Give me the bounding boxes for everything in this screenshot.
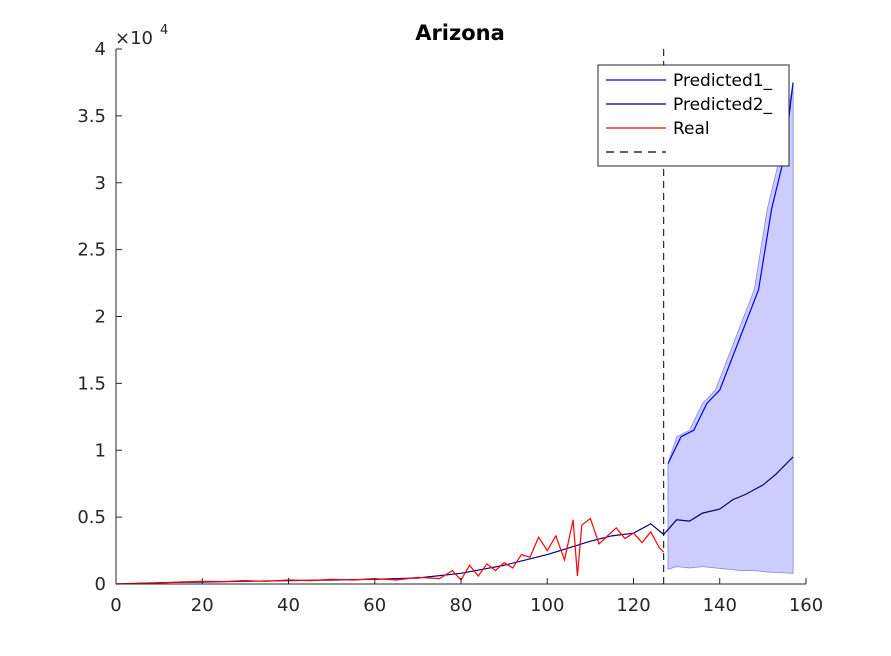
legend-label: Real — [673, 119, 710, 139]
y-exponent-base: ×10 — [115, 28, 153, 49]
series-line-real — [115, 517, 665, 585]
legend-label: Predicted1_ — [673, 71, 773, 91]
y-tick-label: 1.5 — [77, 373, 106, 394]
x-tick-label: 20 — [191, 595, 214, 616]
x-tick-label: 80 — [450, 595, 473, 616]
legend-box — [597, 64, 790, 167]
y-exponent-power: 4 — [160, 23, 168, 38]
y-tick-label: 2.5 — [77, 240, 106, 261]
x-tick-label: 140 — [703, 595, 737, 616]
y-tick-label: 1 — [95, 440, 106, 461]
y-tick-label: 0 — [95, 574, 106, 595]
plot-area: 0 20 40 60 80 100 120 140 160 0 0.5 1 1.5 2 2.5 3 3.5 4 — [77, 39, 823, 616]
x-tick-label: 40 — [277, 595, 300, 616]
x-tick-label: 160 — [789, 595, 823, 616]
y-exponent: ×10 4 — [115, 23, 168, 49]
x-tick-label: 100 — [530, 595, 564, 616]
y-tick-label: 2 — [95, 307, 106, 328]
legend-label: Predicted2_ — [673, 95, 773, 115]
x-tick-label: 0 — [110, 595, 121, 616]
chart-title: Arizona — [415, 21, 505, 45]
y-tick-label: 3.5 — [77, 106, 106, 127]
confidence-band — [667, 82, 794, 574]
y-tick-label: 3 — [95, 173, 106, 194]
y-tick-label: 0.5 — [77, 507, 106, 528]
y-tick-label: 4 — [95, 39, 106, 60]
x-tick-label: 60 — [363, 595, 386, 616]
x-tick-label: 120 — [616, 595, 650, 616]
series-line-predicted1 — [667, 82, 794, 464]
legend: Predicted1_ Predicted2_ Real — [597, 64, 790, 167]
